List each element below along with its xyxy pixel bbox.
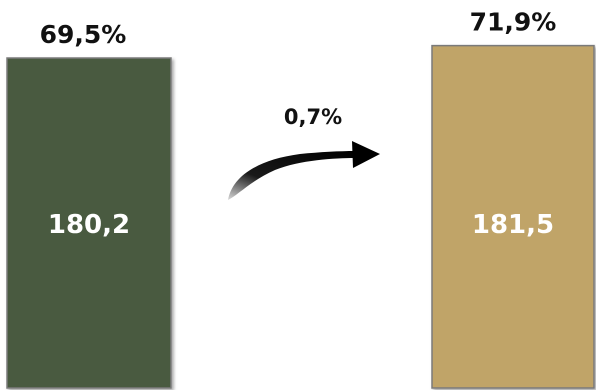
growth-arrow-icon <box>228 141 380 200</box>
bar-2 <box>431 44 595 389</box>
bar-1-percent-label: 69,5% <box>40 20 127 49</box>
bar-1 <box>6 57 172 389</box>
bar-2-value-label: 181,5 <box>472 210 554 240</box>
bar-1-value-label: 180,2 <box>48 210 130 240</box>
bar-2-percent-label: 71,9% <box>470 8 557 37</box>
change-label: 0,7% <box>284 105 342 129</box>
